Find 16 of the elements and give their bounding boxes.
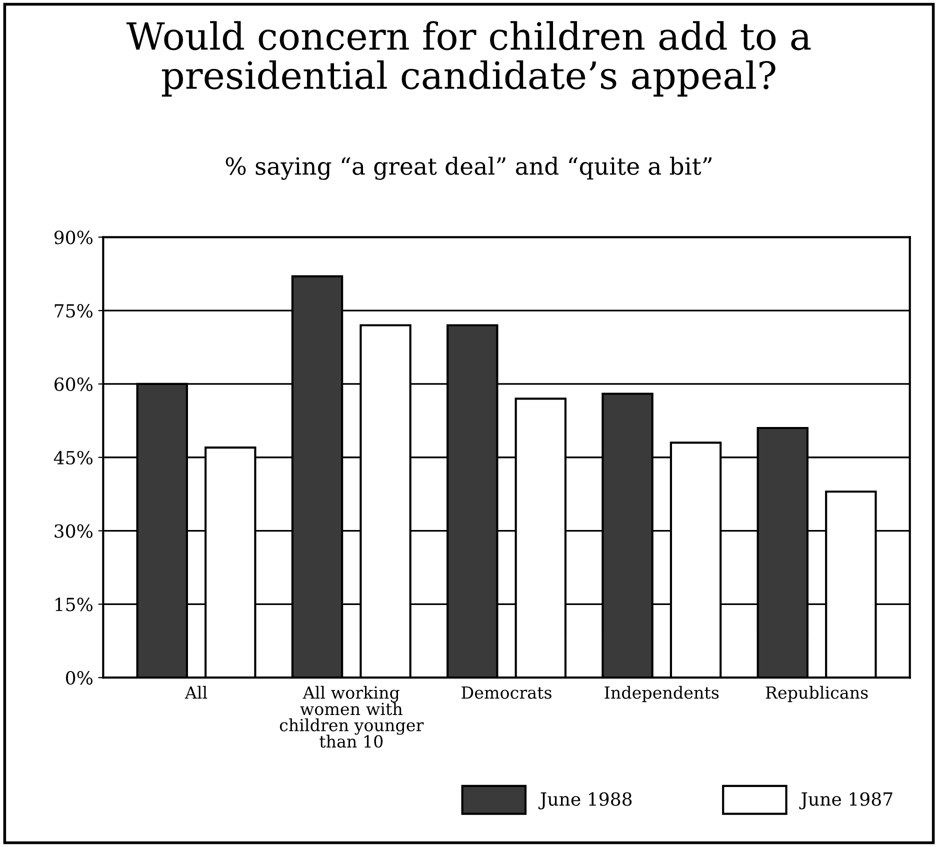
legend-label: June 1987 (799, 792, 892, 810)
x-tick-label: Democrats (462, 686, 552, 699)
y-tick-label: 75% (54, 304, 92, 318)
chart-subtitle: % saying “a great deal” and “quite a bit” (226, 156, 712, 180)
x-tick-label: Republicans (766, 686, 868, 702)
y-tick-label: 90% (54, 230, 92, 244)
y-tick-label: 0% (66, 671, 92, 685)
chart-title: Would concern for children add to a presidential candidate’s appeal? (126, 21, 811, 97)
y-tick-label: 45% (54, 450, 92, 464)
x-tick-label: All working women with children younger than 10 (280, 686, 424, 748)
y-tick-label: 30% (54, 524, 92, 538)
y-tick-label: 60% (54, 377, 92, 392)
x-tick-label: All (184, 686, 208, 699)
legend-label: June 1988 (538, 792, 632, 810)
x-tick-label: Independents (604, 686, 719, 702)
y-tick-label: 15% (56, 598, 92, 612)
